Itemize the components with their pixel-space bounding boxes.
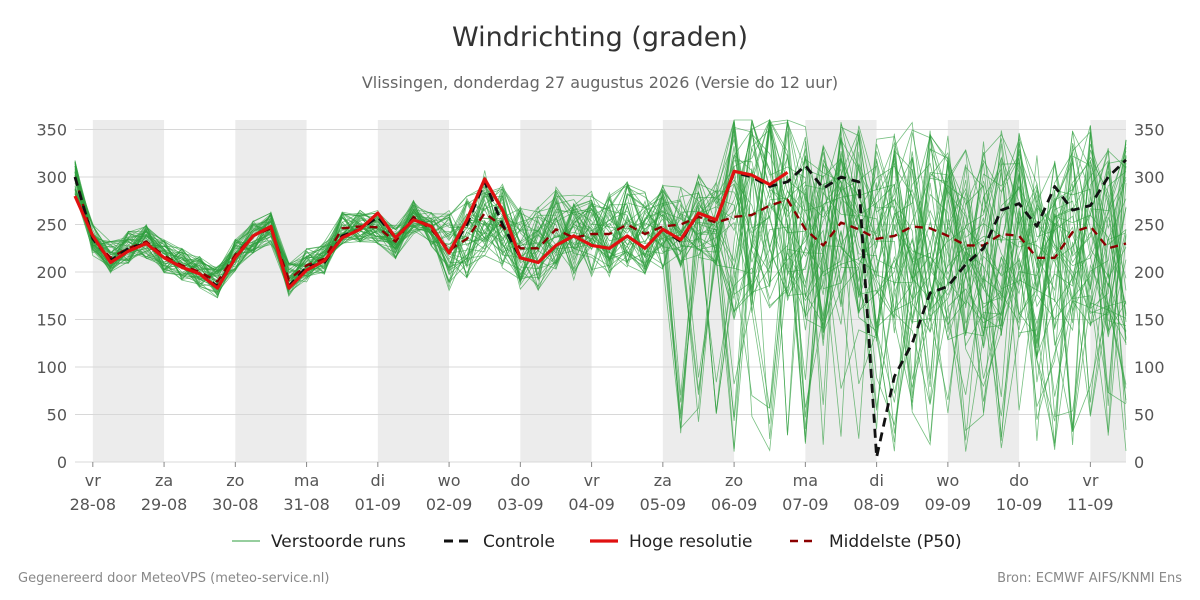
- x-tick-day: do: [1009, 471, 1029, 490]
- x-tick-date: 31-08: [283, 495, 330, 514]
- x-tick-date: 05-09: [640, 495, 687, 514]
- x-tick-day: za: [155, 471, 173, 490]
- ensemble-member-line: [74, 120, 1127, 422]
- ensemble-member-line: [74, 119, 1127, 417]
- y-tick-label-right: 200: [1134, 263, 1165, 282]
- day-band: [235, 120, 307, 462]
- x-tick-day: vr: [584, 471, 600, 490]
- highres-line: [73, 169, 789, 290]
- x-tick-day: za: [654, 471, 672, 490]
- x-tick-date: 04-09: [568, 495, 615, 514]
- footer-source: Bron: ECMWF AIFS/KNMI Ens: [997, 571, 1182, 586]
- x-tick-day: wo: [438, 471, 461, 490]
- x-tick-date: 06-09: [711, 495, 758, 514]
- chart-legend: Verstoorde runs Controle Hoge resolutie Mid…: [232, 532, 962, 552]
- y-tick-label-right: 150: [1134, 311, 1165, 330]
- x-tick-day: vr: [85, 471, 101, 490]
- ensemble-member-line: [74, 125, 1127, 333]
- x-tick-day: do: [510, 471, 530, 490]
- x-tick-day: wo: [936, 471, 959, 490]
- legend-label-ctrl: Controle: [483, 532, 555, 552]
- x-tick-date: 08-09: [853, 495, 900, 514]
- ensemble-member-line: [74, 134, 1127, 433]
- legend-label-p50: Middelste (P50): [829, 532, 962, 552]
- y-tick-label-right: 300: [1134, 168, 1165, 187]
- x-tick-date: 11-09: [1067, 495, 1114, 514]
- x-tick-date: 10-09: [996, 495, 1043, 514]
- main-series: [73, 158, 1127, 459]
- legend-label-ens: Verstoorde runs: [271, 532, 406, 552]
- x-axis: vr 28-08 za 29-08 zo 30-08 ma 31-08 di 01-09 wo 02-…: [70, 462, 1114, 514]
- y-tick-label-right: 100: [1134, 358, 1165, 377]
- x-tick-date: 01-09: [355, 495, 402, 514]
- x-tick-day: zo: [226, 471, 244, 490]
- x-tick-date: 30-08: [212, 495, 259, 514]
- footer-generated-by: Gegenereerd door MeteoVPS (meteo-service…: [18, 571, 330, 586]
- day-band: [92, 120, 165, 462]
- x-tick-date: 28-08: [70, 495, 117, 514]
- y-tick-label: 350: [36, 121, 67, 140]
- x-tick-day: vr: [1082, 471, 1098, 490]
- x-tick-date: 07-09: [782, 495, 829, 514]
- ensemble-member-line: [74, 152, 1127, 441]
- y-tick-label: 200: [36, 263, 67, 282]
- x-tick-day: ma: [294, 471, 319, 490]
- ensemble-member-line: [74, 119, 1127, 391]
- y-axis-left: 0 50 100 150 200 250 300 350: [36, 121, 67, 473]
- y-tick-label: 300: [36, 168, 67, 187]
- day-band: [520, 120, 592, 462]
- y-axis-right: 0 50 100 150 200 250 300 350: [1134, 121, 1165, 473]
- ensemble-member-line: [74, 130, 1127, 432]
- x-tick-day: di: [371, 471, 386, 490]
- y-tick-label-right: 50: [1134, 406, 1154, 425]
- legend-label-hres: Hoge resolutie: [629, 532, 753, 552]
- x-tick-date: 29-08: [141, 495, 188, 514]
- x-tick-date: 02-09: [426, 495, 473, 514]
- chart-subtitle: Vlissingen, donderdag 27 augustus 2026 (…: [361, 73, 839, 92]
- y-tick-label-right: 0: [1134, 453, 1144, 472]
- y-tick-label: 150: [36, 311, 67, 330]
- y-tick-label: 100: [36, 358, 67, 377]
- y-tick-label: 250: [36, 216, 67, 235]
- x-tick-date: 03-09: [497, 495, 544, 514]
- x-tick-day: zo: [725, 471, 743, 490]
- day-band: [377, 120, 450, 462]
- chart-title: Windrichting (graden): [451, 22, 749, 53]
- x-tick-date: 09-09: [925, 495, 972, 514]
- y-tick-label-right: 250: [1134, 216, 1165, 235]
- ensemble-member-line: [74, 161, 1127, 405]
- ensemble-member-line: [74, 118, 1127, 443]
- y-tick-label-right: 350: [1134, 121, 1165, 140]
- ensemble-member-line: [74, 122, 1127, 452]
- y-tick-label: 0: [57, 453, 67, 472]
- y-tick-label: 50: [47, 406, 67, 425]
- x-tick-day: di: [869, 471, 884, 490]
- ensemble-member-line: [74, 119, 1127, 418]
- x-tick-day: ma: [793, 471, 818, 490]
